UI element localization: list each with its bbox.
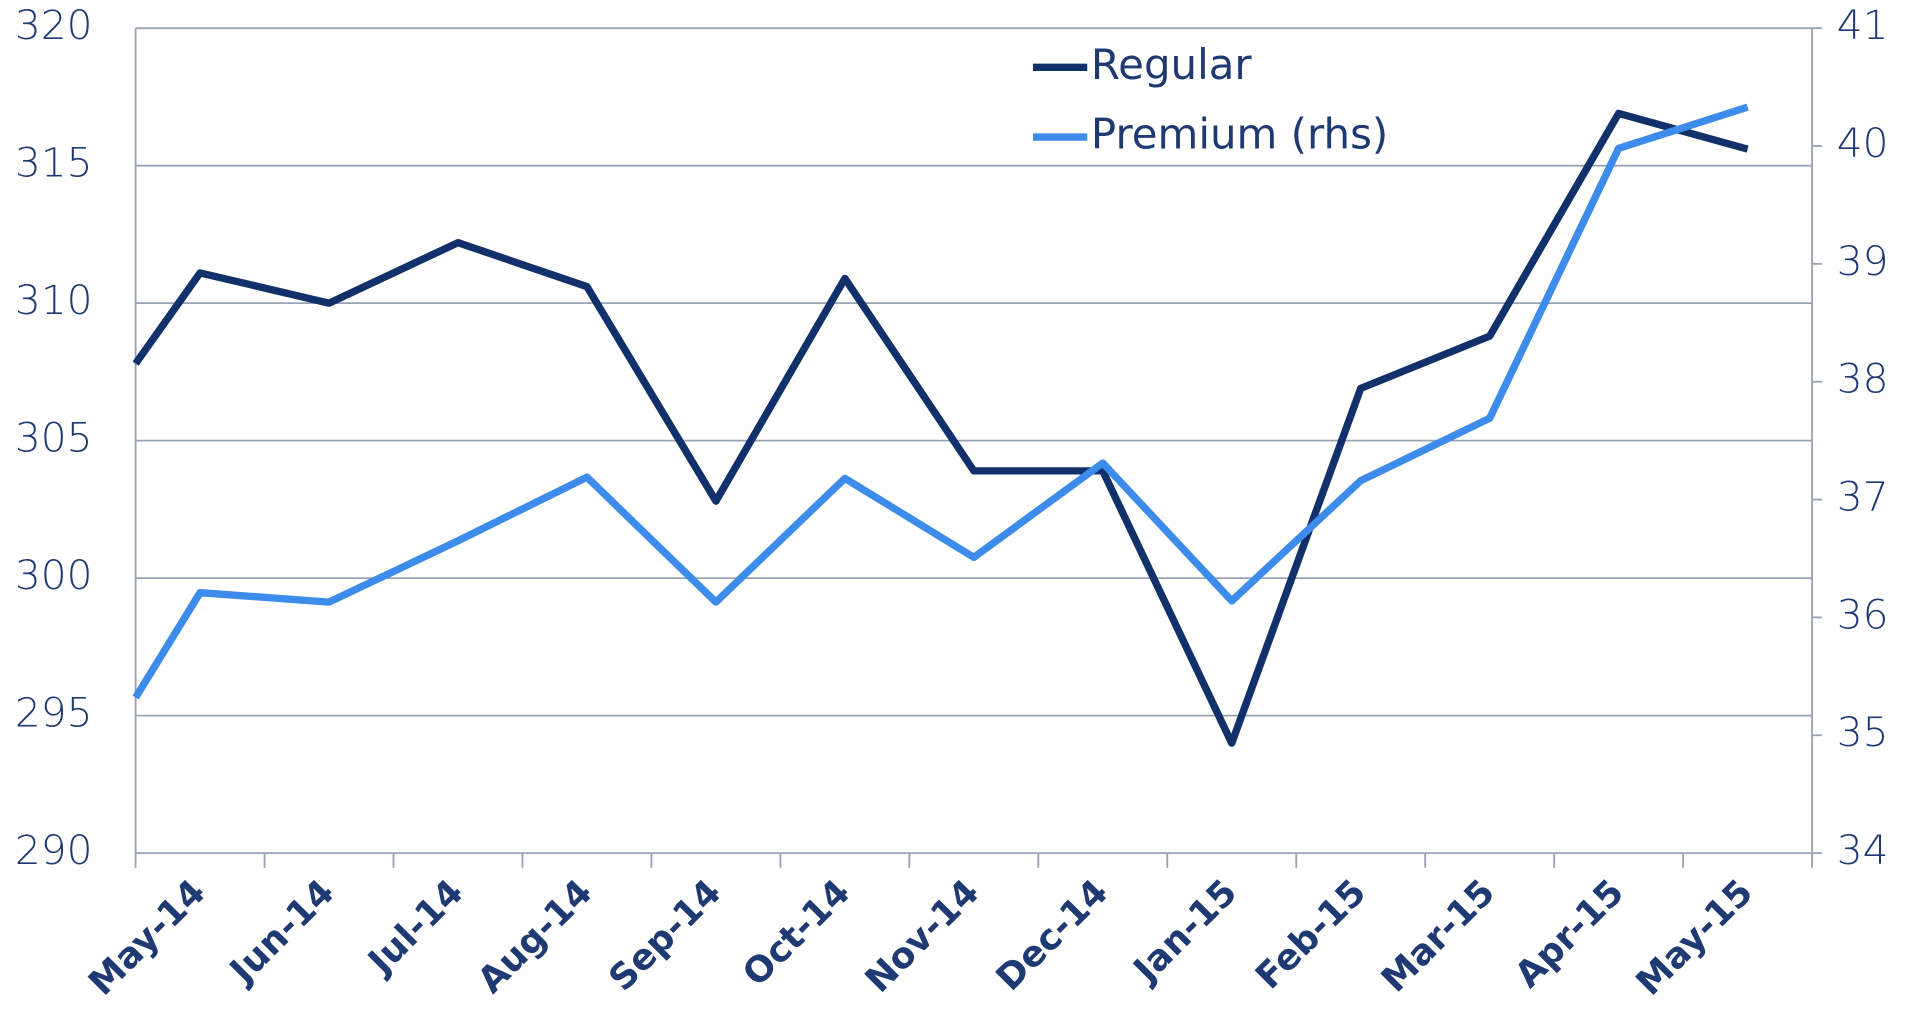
x-tick-label: Oct-14 bbox=[735, 872, 858, 994]
y2-tick-label: 38 bbox=[1837, 355, 1889, 403]
x-tick-label: Feb-15 bbox=[1248, 872, 1374, 997]
y2-tick-label: 35 bbox=[1837, 708, 1889, 756]
plot: 290 295 300 305 310 315 320 34 35 36 37 38 39 40 41 May… bbox=[15, 1, 1889, 1003]
x-tick-label: Jan-15 bbox=[1125, 872, 1246, 992]
x-tick-label: Sep-14 bbox=[601, 872, 729, 999]
y-tick-label: 310 bbox=[15, 276, 93, 324]
x-tick-label: Dec-14 bbox=[988, 872, 1116, 999]
x-tick-label: Mar-15 bbox=[1374, 872, 1503, 1001]
x-tick-label: May-14 bbox=[81, 872, 214, 1004]
y-tick-label: 295 bbox=[15, 689, 93, 737]
y-tick-label: 290 bbox=[15, 826, 93, 874]
y2-tick-label: 37 bbox=[1837, 473, 1889, 521]
y2-tick-label: 40 bbox=[1837, 119, 1889, 167]
x-tick-label: Apr-15 bbox=[1507, 872, 1632, 996]
y2-tick-label: 34 bbox=[1837, 826, 1889, 874]
x-tick-label: Jun-14 bbox=[221, 872, 343, 993]
x-tick-label: Nov-14 bbox=[858, 872, 988, 1001]
series-line bbox=[132, 103, 1749, 700]
y-tick-label: 305 bbox=[15, 414, 93, 462]
y2-tick-label: 39 bbox=[1837, 237, 1889, 285]
x-tick-label: Jul-14 bbox=[359, 872, 471, 983]
y-tick-label: 315 bbox=[15, 139, 93, 187]
legend-label: Regular bbox=[1091, 40, 1253, 89]
y-tick-label: 300 bbox=[15, 551, 93, 599]
y2-tick-label: 36 bbox=[1837, 591, 1889, 639]
x-tick-label: May-15 bbox=[1628, 872, 1761, 1004]
legend-label: Premium (rhs) bbox=[1091, 110, 1388, 159]
y-tick-label: 320 bbox=[15, 1, 93, 49]
series-line bbox=[132, 109, 1749, 747]
y2-tick-label: 41 bbox=[1837, 1, 1889, 49]
x-tick-label: Aug-14 bbox=[470, 872, 600, 1001]
